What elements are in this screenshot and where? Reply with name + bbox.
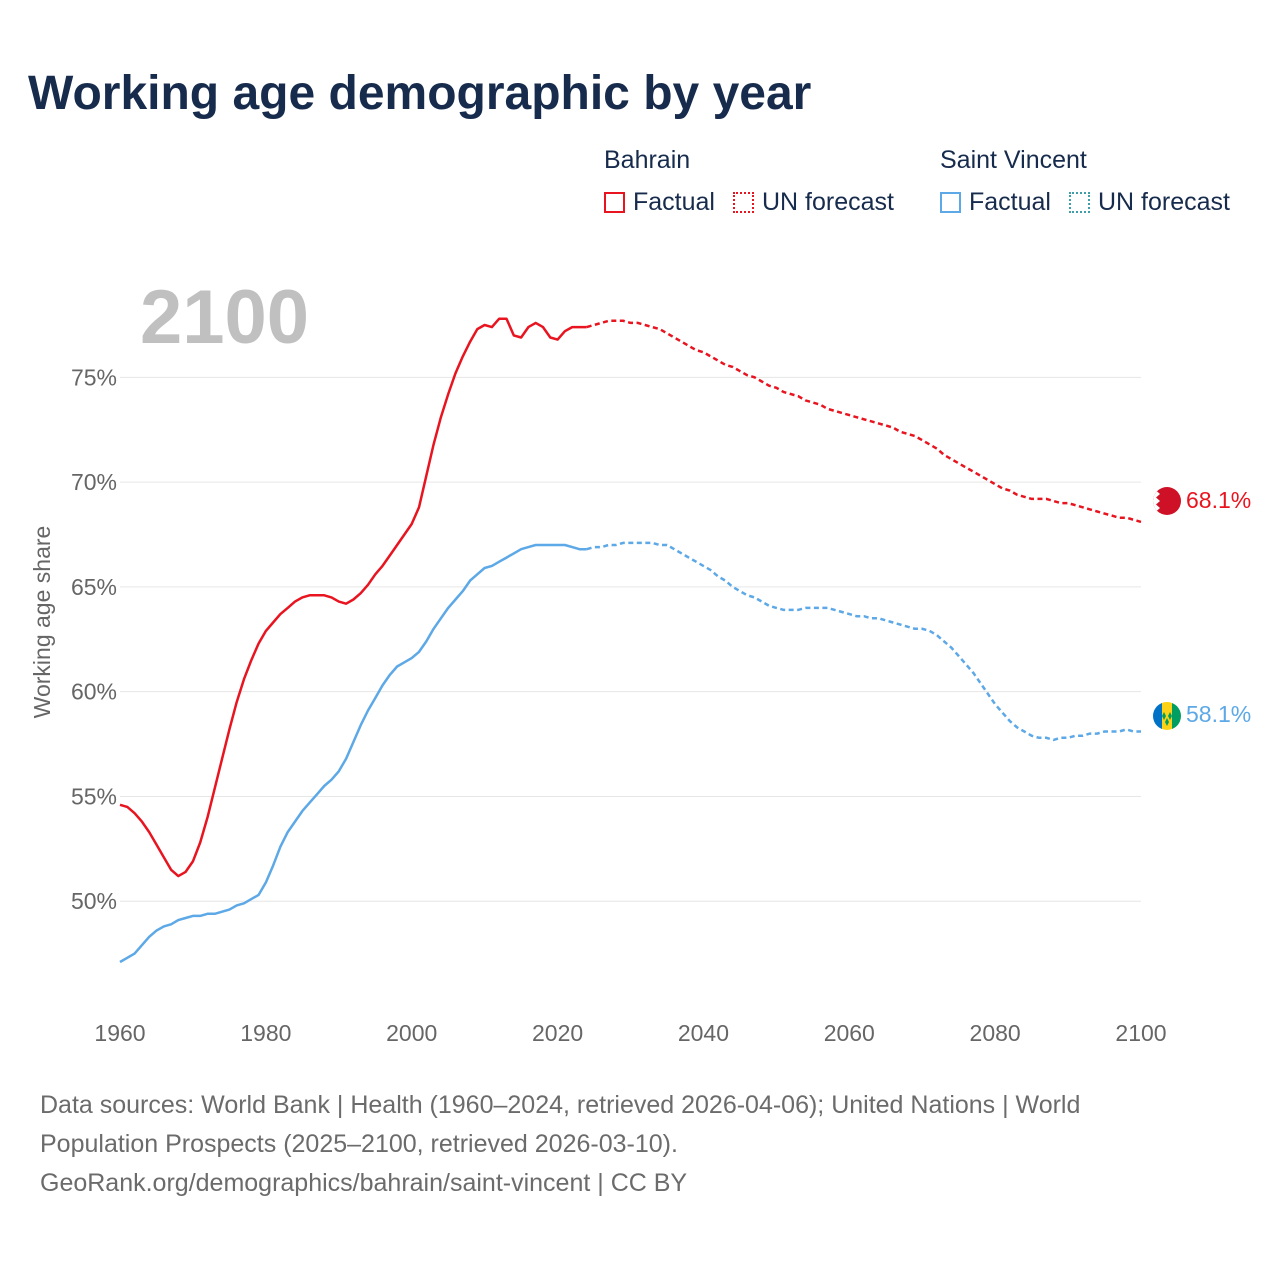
bahrain-factual-line	[119, 317, 587, 878]
y-tick-label: 60%	[71, 679, 117, 705]
legend-saint-vincent-factual-swatch	[940, 192, 961, 213]
x-tick-label: 2060	[824, 1020, 875, 1046]
legend-bahrain-forecast-swatch	[732, 192, 754, 213]
x-tick-label: 2080	[970, 1020, 1021, 1046]
legend-saint-vincent-title: Saint Vincent	[940, 146, 1087, 174]
x-tick-label: 2000	[386, 1020, 437, 1046]
legend-bahrain: Bahrain Factual UN forecast	[604, 146, 894, 217]
legend-saint-vincent-factual[interactable]: Factual	[940, 188, 1051, 217]
series-lines	[119, 317, 1142, 964]
saint-vincent-flag	[1153, 702, 1181, 730]
y-tick-label: 55%	[71, 783, 117, 809]
legend-bahrain-factual-swatch	[604, 192, 625, 213]
legend-bahrain-factual[interactable]: Factual	[604, 188, 715, 217]
legend-bahrain-forecast[interactable]: UN forecast	[732, 188, 894, 217]
year-label: 2100	[140, 275, 309, 360]
x-axis: 1960 1980 2000 2020 2040 2060 2080 2100	[94, 1020, 1166, 1046]
legend-saint-vincent-forecast-swatch	[1068, 192, 1090, 213]
x-tick-label: 1960	[94, 1020, 145, 1046]
legend-saint-vincent: Saint Vincent Factual UN forecast	[940, 146, 1230, 217]
y-tick-label: 70%	[71, 469, 117, 495]
chart-title: Working age demographic by year	[28, 67, 812, 120]
legend-bahrain-factual-label: Factual	[633, 188, 715, 216]
y-axis: 50% 55% 60% 65% 70% 75%	[71, 364, 117, 914]
legend-bahrain-title: Bahrain	[604, 146, 691, 174]
grid	[120, 376, 1141, 902]
source-line-2: Population Prospects (2025–2100, retriev…	[40, 1130, 678, 1158]
footer: Data sources: World Bank | Health (1960–…	[40, 1086, 1240, 1203]
attribution-line: GeoRank.org/demographics/bahrain/saint-v…	[40, 1169, 688, 1197]
saint-vincent-end-label: 58.1%	[1186, 701, 1251, 727]
saint-vincent-factual-line	[119, 543, 587, 964]
bahrain-forecast-line	[586, 319, 1142, 524]
legend-saint-vincent-forecast-label: UN forecast	[1097, 188, 1230, 216]
line-chart: 50% 55% 60% 65% 70% 75% 1960 1980 2000 2020 2040 2…	[29, 275, 1251, 1046]
x-tick-label: 2040	[678, 1020, 729, 1046]
y-tick-label: 65%	[71, 574, 117, 600]
y-axis-title: Working age share	[29, 526, 55, 719]
bahrain-flag	[1153, 487, 1181, 515]
x-tick-label: 2020	[532, 1020, 583, 1046]
legend-saint-vincent-forecast[interactable]: UN forecast	[1068, 188, 1230, 217]
x-tick-label: 2100	[1115, 1020, 1166, 1046]
x-tick-label: 1980	[240, 1020, 291, 1046]
y-tick-label: 50%	[71, 888, 117, 914]
y-tick-label: 75%	[71, 364, 117, 390]
legend-bahrain-forecast-label: UN forecast	[761, 188, 894, 216]
legend-saint-vincent-factual-label: Factual	[969, 188, 1051, 216]
source-line-1: Data sources: World Bank | Health (1960–…	[40, 1091, 1081, 1119]
bahrain-end-label: 68.1%	[1186, 487, 1251, 513]
saint-vincent-forecast-line	[586, 541, 1141, 742]
